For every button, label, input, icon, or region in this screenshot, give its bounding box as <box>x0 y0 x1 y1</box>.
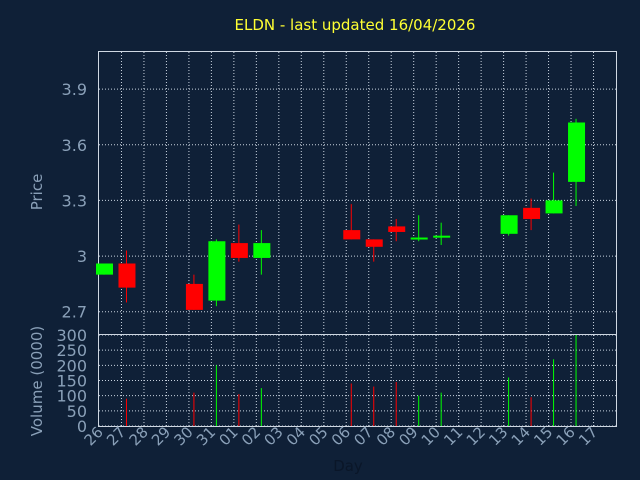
price-grid <box>99 52 616 334</box>
candle-body <box>253 243 271 258</box>
candle <box>433 222 451 245</box>
candle-body <box>343 230 361 240</box>
candle-body <box>185 283 203 310</box>
candle-body <box>500 215 518 234</box>
candle-body <box>410 237 428 240</box>
candle <box>208 239 226 307</box>
candle-body <box>388 226 406 232</box>
candle <box>388 218 406 242</box>
price-tick-label: 3.6 <box>62 136 87 155</box>
price-axis-label: Price <box>28 174 46 211</box>
volume-grid <box>99 334 616 427</box>
volume-tick-label: 50 <box>67 402 87 421</box>
candle-body <box>523 207 541 219</box>
x-axis-label: Day <box>333 457 363 475</box>
candle <box>230 224 248 262</box>
candle <box>96 263 113 275</box>
candle-body <box>230 243 248 258</box>
volume-tick-label: 300 <box>56 326 87 345</box>
candle-body <box>118 263 136 288</box>
chart-title: ELDN - last updated 16/04/2026 <box>235 16 476 34</box>
candle <box>568 118 586 206</box>
volume-tick-label: 200 <box>56 356 87 375</box>
price-tick-label: 3.9 <box>62 80 87 99</box>
candle-body <box>365 239 383 247</box>
x-axis: 2627282930310102030405060708091011121314… <box>81 423 602 449</box>
volume-bars <box>125 335 577 426</box>
volume-tick-label: 0 <box>77 417 87 436</box>
candle-body <box>545 200 563 214</box>
candle <box>343 204 361 240</box>
volume-axis-label: Volume (0000) <box>28 326 46 436</box>
candle <box>410 215 428 242</box>
price-y-axis: 2.7 3 3.3 3.6 3.9 <box>62 80 87 322</box>
candle <box>500 215 518 236</box>
candle <box>365 239 383 262</box>
candle-body <box>433 235 451 238</box>
volume-tick-label: 100 <box>56 387 87 406</box>
candle <box>185 274 203 310</box>
volume-tick-label: 150 <box>56 372 87 391</box>
candle-body <box>208 241 226 301</box>
candle <box>545 172 563 214</box>
candle-body <box>96 263 113 275</box>
candlesticks <box>96 118 586 310</box>
volume-tick-label: 250 <box>56 341 87 360</box>
price-panel <box>98 51 617 335</box>
candle-body <box>568 122 586 182</box>
candle <box>253 230 271 275</box>
x-tick-label: 17 <box>575 423 601 449</box>
price-tick-label: 2.7 <box>62 303 87 322</box>
candle <box>118 250 136 303</box>
price-tick-label: 3 <box>77 247 87 266</box>
candle <box>523 198 541 231</box>
price-tick-label: 3.3 <box>62 191 87 210</box>
